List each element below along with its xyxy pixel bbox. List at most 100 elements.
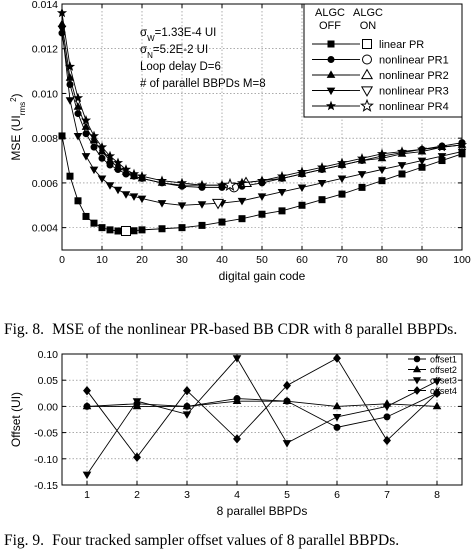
x-tick-label: 40 — [216, 254, 228, 266]
x-tick-label: 1 — [84, 489, 90, 501]
x-tick-label: 2 — [134, 489, 140, 501]
annotation-0: σW=1.33E-4 UI — [140, 27, 216, 43]
data-point — [432, 378, 442, 386]
data-point — [383, 413, 391, 421]
data-point — [65, 97, 75, 105]
legend-marker-on — [362, 39, 372, 49]
data-point — [383, 435, 391, 446]
x-tick-label: 20 — [136, 254, 148, 266]
x-tick-label: 0 — [59, 254, 65, 266]
data-point — [417, 157, 427, 166]
data-point — [316, 161, 328, 172]
data-point — [218, 218, 226, 226]
y-tick-label: 0.008 — [32, 133, 58, 145]
x-tick-label: 8 — [434, 489, 440, 501]
data-point — [65, 73, 75, 81]
data-point — [90, 219, 98, 227]
data-point — [238, 215, 246, 223]
data-point — [377, 166, 387, 175]
y-tick-label: 0.05 — [38, 375, 59, 387]
figure-8-text: MSE of the nonlinear PR-based BB CDR wit… — [52, 321, 458, 338]
y-tick-label: -0.05 — [34, 428, 58, 440]
data-point — [72, 92, 84, 103]
series-linear-pr — [58, 132, 466, 236]
legend-marker-off — [325, 100, 337, 111]
y-axis-label: MSE (UIrms2) — [9, 93, 27, 160]
algc-on-point — [121, 225, 131, 236]
data-point — [158, 225, 166, 233]
data-point — [282, 396, 292, 405]
x-tick-label: 90 — [416, 254, 428, 266]
legend-item-nonlinear-pr2: nonlinear PR2 — [312, 68, 449, 82]
legend-marker — [413, 386, 421, 395]
data-point — [182, 401, 192, 410]
series-line-offset3 — [86, 357, 438, 475]
legend-header-off-line2: OFF — [319, 20, 341, 32]
data-point — [105, 182, 115, 190]
legend-marker-on — [360, 68, 374, 80]
data-point — [336, 157, 348, 168]
data-point — [98, 154, 106, 162]
annotation-3: # of parallel BBPDs M=8 — [140, 78, 266, 90]
x-tick-label: 80 — [376, 254, 388, 266]
legend-label: nonlinear PR4 — [379, 101, 449, 113]
data-point — [436, 141, 448, 152]
data-point — [257, 193, 267, 201]
data-point — [398, 170, 406, 178]
data-point — [177, 202, 187, 210]
data-point — [196, 179, 208, 190]
data-point — [90, 143, 98, 151]
x-tick-label: 4 — [234, 489, 240, 501]
legend-marker-off — [326, 70, 336, 78]
x-tick-label: 3 — [184, 489, 190, 501]
series-line-offset4 — [86, 357, 438, 458]
legend-label: nonlinear PR1 — [379, 55, 449, 67]
data-point — [82, 471, 92, 480]
x-tick-label: 30 — [176, 254, 188, 266]
data-point — [98, 224, 106, 232]
data-point — [296, 166, 308, 177]
data-point — [356, 152, 368, 163]
data-point — [396, 146, 408, 156]
series-offset1 — [83, 389, 441, 431]
data-point — [357, 171, 367, 179]
x-tick-label: 7 — [384, 489, 390, 501]
data-point — [74, 197, 82, 205]
data-point — [232, 396, 242, 405]
data-point — [82, 130, 90, 138]
data-point — [283, 380, 291, 391]
data-point — [121, 191, 131, 199]
legend-item-nonlinear-pr4: nonlinear PR4 — [312, 98, 449, 113]
data-point — [298, 201, 306, 209]
legend-item-offset2: offset2 — [408, 365, 457, 375]
legend-label: nonlinear PR3 — [379, 86, 449, 98]
data-point — [137, 195, 147, 204]
data-point — [276, 170, 288, 181]
data-point — [377, 153, 387, 162]
data-point — [64, 61, 76, 71]
algc-on-point — [223, 177, 237, 192]
annotation-2: Loop delay D=6 — [140, 61, 221, 73]
series-nonlinear-pr3 — [57, 25, 467, 210]
data-point — [337, 175, 347, 184]
data-point — [89, 135, 99, 144]
legend-item-nonlinear-pr3: nonlinear PR3 — [312, 86, 449, 98]
data-point — [418, 163, 426, 171]
data-point — [113, 162, 123, 171]
data-point — [96, 141, 108, 152]
legend-item-offset4: offset4 — [408, 386, 457, 396]
data-point — [82, 401, 92, 410]
data-point — [333, 353, 341, 363]
x-tick-label: 5 — [284, 489, 290, 501]
legend-item-offset1: offset1 — [408, 355, 457, 365]
data-point — [132, 398, 142, 406]
y-tick-label: 0.012 — [32, 44, 58, 56]
legend-item-offset3: offset3 — [408, 376, 457, 386]
data-point — [332, 401, 342, 410]
data-point — [176, 177, 188, 188]
legend-marker — [412, 377, 422, 385]
figure-9-text: Four tracked sampler offset values of 8 … — [52, 532, 400, 549]
data-point — [382, 403, 392, 412]
legend-marker — [412, 365, 422, 373]
